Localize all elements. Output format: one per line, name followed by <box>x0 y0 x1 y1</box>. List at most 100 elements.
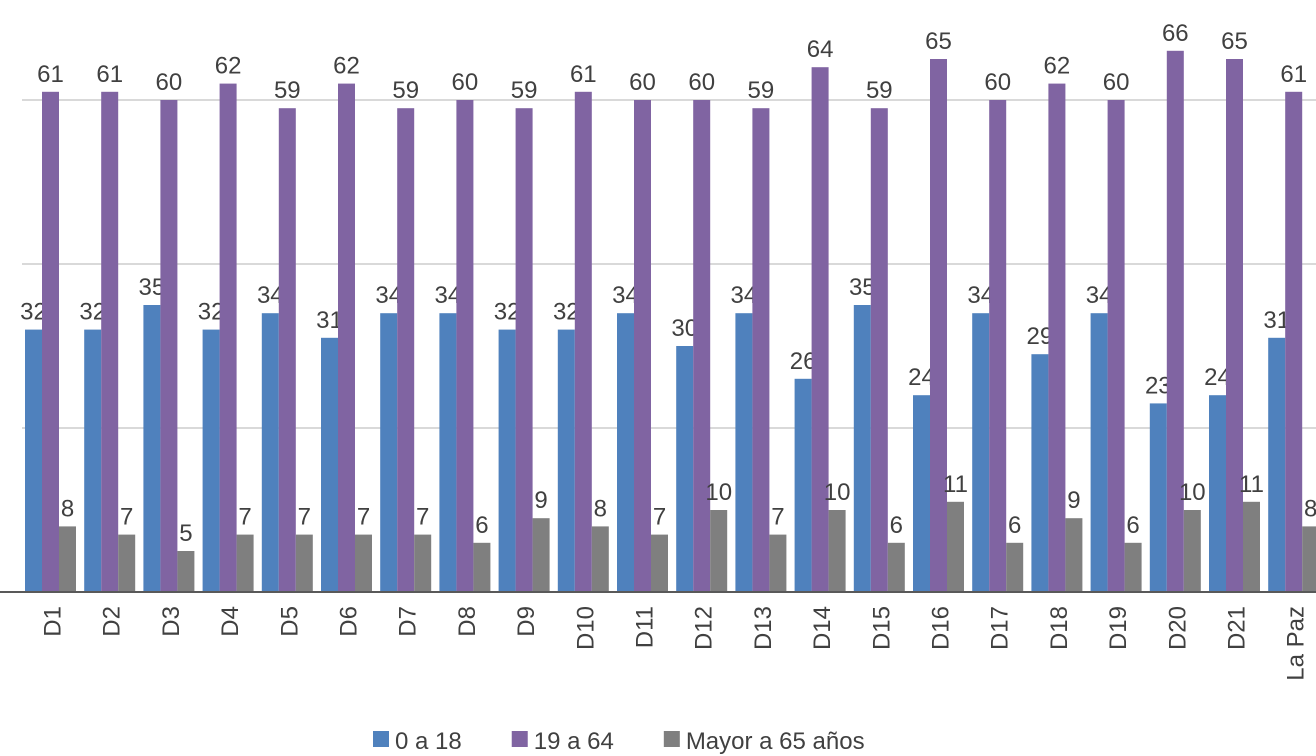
bar <box>1031 354 1049 592</box>
data-label: 65 <box>1221 28 1248 55</box>
bar <box>676 346 694 592</box>
data-label: 62 <box>215 53 242 80</box>
data-label: 66 <box>1162 20 1189 47</box>
data-label: 60 <box>629 69 656 96</box>
data-label: 7 <box>771 504 784 531</box>
bar <box>532 518 550 592</box>
bar <box>118 534 136 592</box>
data-label: 61 <box>570 61 597 88</box>
x-tick-label: D11 <box>632 606 659 648</box>
bar <box>1065 518 1083 592</box>
data-label: 8 <box>61 495 74 522</box>
bar <box>380 313 398 592</box>
x-tick-label: D1 <box>40 606 67 637</box>
bar <box>1166 50 1184 593</box>
bar <box>295 534 313 592</box>
x-tick-label: D18 <box>1046 606 1073 650</box>
bar <box>278 108 296 592</box>
data-label: 10 <box>705 479 732 506</box>
data-label: 59 <box>274 77 301 104</box>
data-label: 60 <box>1103 69 1130 96</box>
bar <box>473 542 491 592</box>
data-label: 59 <box>748 77 775 104</box>
bar <box>59 526 76 592</box>
x-tick-label: D21 <box>1224 606 1251 650</box>
bar <box>42 91 59 593</box>
bar <box>574 91 592 593</box>
bar <box>811 67 829 592</box>
bar <box>202 329 220 592</box>
data-label: 64 <box>807 36 834 63</box>
x-tick-label: La Paz <box>1283 606 1310 681</box>
bar <box>397 108 415 592</box>
bar <box>1302 526 1316 592</box>
data-label: 7 <box>653 504 666 531</box>
data-label: 6 <box>890 512 903 539</box>
bar <box>515 108 533 592</box>
bar <box>794 378 812 592</box>
bar <box>261 313 279 592</box>
bar <box>887 542 905 592</box>
x-tick-label: D15 <box>868 606 895 650</box>
bar <box>1149 403 1167 592</box>
bar <box>591 526 609 592</box>
data-label: 61 <box>1280 61 1307 88</box>
data-label: 59 <box>511 77 538 104</box>
bar <box>1226 59 1243 592</box>
data-label: 61 <box>37 61 64 88</box>
bar <box>752 108 770 592</box>
x-tick-label: D14 <box>809 606 836 650</box>
x-tick-label: D12 <box>691 606 718 650</box>
bar <box>25 329 42 592</box>
bar <box>972 313 990 592</box>
data-label: 7 <box>357 504 370 531</box>
x-tick-label: D10 <box>572 606 599 650</box>
bar <box>634 100 651 592</box>
bar <box>947 501 964 592</box>
bar <box>930 59 947 592</box>
legend-label: 19 a 64 <box>534 728 614 755</box>
x-tick-label: D13 <box>750 606 777 650</box>
x-tick-label: D19 <box>1105 606 1132 650</box>
bar <box>693 100 711 592</box>
x-tick-label: D20 <box>1164 606 1191 650</box>
data-label: 8 <box>1304 495 1316 522</box>
x-tick-label: D9 <box>513 606 540 637</box>
bar <box>355 534 372 592</box>
bar <box>160 100 178 592</box>
data-label: 59 <box>866 77 893 104</box>
data-label: 6 <box>1008 512 1021 539</box>
bar <box>498 329 516 592</box>
bar <box>735 313 753 592</box>
bar <box>1048 83 1066 592</box>
data-label: 60 <box>688 69 715 96</box>
bar <box>870 108 888 592</box>
data-label: 10 <box>1179 479 1206 506</box>
data-label: 62 <box>333 53 360 80</box>
bar <box>1243 501 1260 592</box>
data-label: 9 <box>1067 487 1080 514</box>
bar <box>1183 510 1201 592</box>
x-tick-label: D17 <box>987 606 1014 650</box>
data-label: 6 <box>475 512 488 539</box>
x-tick-label: D3 <box>158 606 185 637</box>
data-label: 59 <box>392 77 419 104</box>
data-label: 60 <box>452 69 479 96</box>
bar <box>1209 395 1226 592</box>
data-label: 60 <box>984 69 1011 96</box>
bar <box>1006 542 1024 592</box>
x-tick-label: D6 <box>336 606 363 637</box>
bar <box>338 83 355 592</box>
bar <box>1285 91 1303 593</box>
data-label: 10 <box>824 479 851 506</box>
bar <box>651 534 668 592</box>
data-label: 7 <box>238 504 251 531</box>
data-label: 65 <box>925 28 952 55</box>
bar <box>710 510 728 592</box>
bar <box>143 305 161 592</box>
data-label: 61 <box>96 61 123 88</box>
bar <box>456 100 474 592</box>
data-label: 60 <box>156 69 183 96</box>
data-label: 62 <box>1044 53 1071 80</box>
